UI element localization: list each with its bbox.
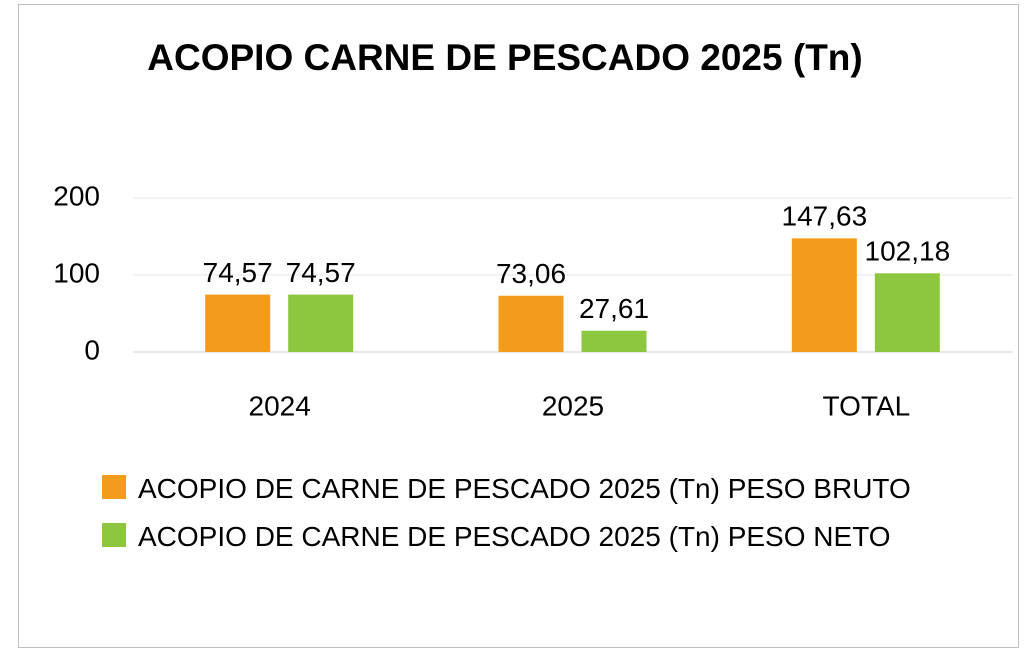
legend-swatch — [102, 475, 126, 499]
bar — [288, 294, 354, 352]
x-tick-label: 2025 — [542, 390, 604, 421]
legend-item: ACOPIO DE CARNE DE PESCADO 2025 (Tn) PES… — [102, 466, 1002, 512]
bar — [205, 294, 271, 352]
x-tick-label: TOTAL — [823, 390, 911, 421]
bar — [791, 238, 857, 352]
data-label: 74,57 — [286, 257, 356, 288]
data-label: 147,63 — [782, 201, 868, 232]
bar — [581, 330, 647, 352]
bar — [874, 273, 940, 352]
data-label: 73,06 — [496, 258, 566, 289]
legend: ACOPIO DE CARNE DE PESCADO 2025 (Tn) PES… — [102, 466, 1002, 562]
chart-title: ACOPIO CARNE DE PESCADO 2025 (Tn) — [147, 37, 863, 78]
chart-frame — [18, 4, 1019, 648]
legend-swatch — [102, 523, 126, 547]
data-label: 74,57 — [203, 257, 273, 288]
data-label: 27,61 — [579, 293, 649, 324]
y-tick-label: 200 — [53, 180, 100, 211]
legend-label: ACOPIO DE CARNE DE PESCADO 2025 (Tn) PES… — [138, 473, 911, 504]
y-tick-label: 0 — [84, 334, 100, 365]
bar — [498, 295, 564, 352]
legend-label: ACOPIO DE CARNE DE PESCADO 2025 (Tn) PES… — [138, 521, 891, 552]
x-tick-label: 2024 — [249, 390, 311, 421]
data-label: 102,18 — [865, 236, 951, 267]
y-tick-label: 100 — [53, 257, 100, 288]
legend-item: ACOPIO DE CARNE DE PESCADO 2025 (Tn) PES… — [102, 514, 1002, 560]
